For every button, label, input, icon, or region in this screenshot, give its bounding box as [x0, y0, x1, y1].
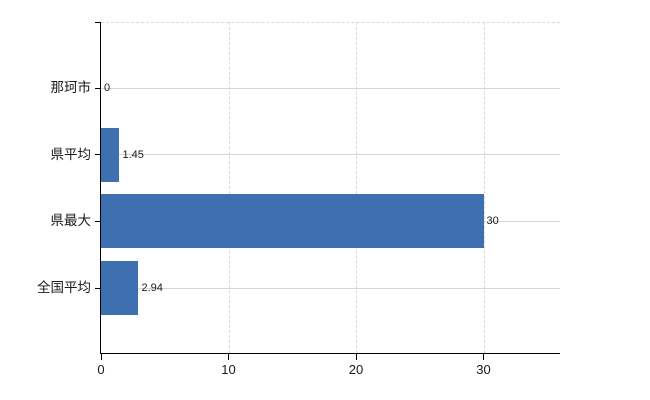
- x-axis-line: [100, 352, 560, 354]
- category-label-那珂市: 那珂市: [50, 80, 92, 95]
- y-axis-top-tick: [95, 21, 101, 23]
- x-tick: [100, 353, 102, 360]
- bar-県最大: [101, 194, 484, 249]
- y-tick: [95, 87, 101, 89]
- category-label-県最大: 県最大: [50, 213, 92, 229]
- x-tick-label: 10: [221, 362, 236, 377]
- bar-全国平均: [101, 261, 139, 316]
- x-tick: [483, 353, 485, 360]
- bar-県平均: [101, 127, 120, 182]
- category-label-県平均: 県平均: [50, 146, 92, 162]
- y-axis-line: [100, 21, 102, 354]
- plot-area: 0 1.45 30 2.94: [101, 21, 560, 353]
- bar-value-label: 30: [486, 215, 499, 228]
- x-tick: [228, 353, 230, 360]
- bar-value-label: 2.94: [141, 282, 163, 295]
- category-label-全国平均: 全国平均: [37, 280, 91, 296]
- x-tick-label: 30: [476, 362, 491, 377]
- bar-value-label: 1.45: [122, 148, 144, 161]
- gridline-vertical: [483, 21, 485, 353]
- x-tick: [355, 353, 357, 360]
- x-tick-label: 0: [97, 362, 105, 377]
- y-tick: [95, 220, 101, 222]
- x-tick-label: 20: [348, 362, 364, 377]
- gridline-horizontal: [101, 154, 560, 156]
- gridline-vertical: [356, 21, 357, 353]
- y-tick: [95, 154, 101, 156]
- gridline-horizontal: [101, 87, 560, 89]
- gridline-horizontal: [101, 287, 560, 289]
- plot-top-border: [101, 21, 560, 23]
- gridline-vertical: [228, 21, 230, 353]
- bar-value-label: 0: [104, 82, 111, 94]
- y-tick: [95, 287, 101, 289]
